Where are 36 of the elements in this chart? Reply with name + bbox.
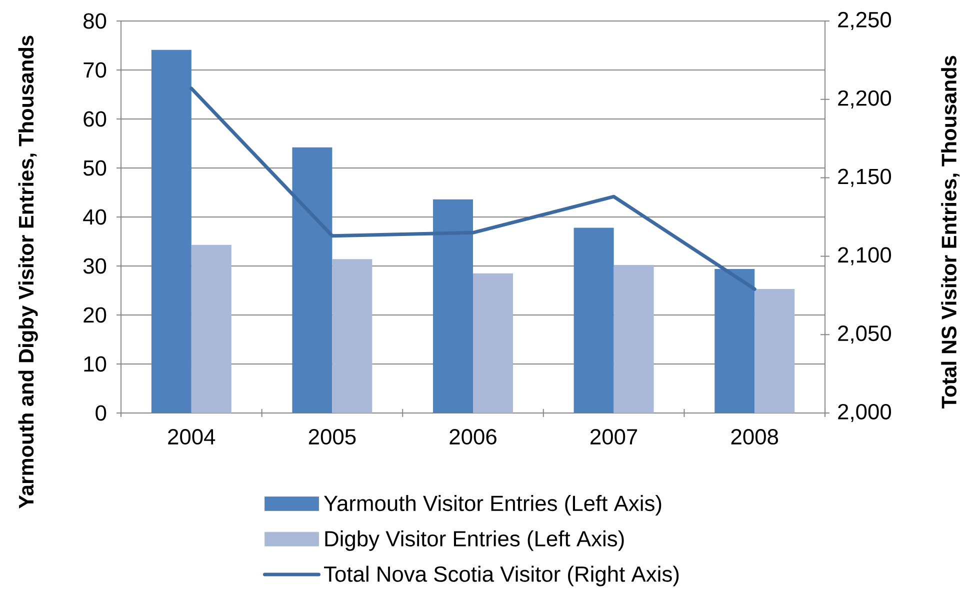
- y-tick-label: 20: [84, 307, 106, 323]
- y-tick-label: 70: [84, 62, 106, 78]
- legend-label: Digby Visitor Entries (Left Axis): [325, 530, 624, 551]
- bar: [473, 273, 513, 413]
- bar: [754, 289, 795, 413]
- y2-tick-label: 2,050: [838, 326, 892, 344]
- legend-label: Yarmouth Visitor Entries (Left Axis): [324, 495, 662, 516]
- y-tick-label: 30: [83, 258, 106, 274]
- y2-tick-label: 2,200: [838, 90, 892, 108]
- y-tick-label: 50: [83, 160, 106, 176]
- bar: [614, 265, 654, 413]
- y-tick-label: 10: [84, 356, 106, 372]
- x-tick-label: 2005: [308, 429, 356, 445]
- y-axis-title: Yarmouth and Digby Visitor Entries, Thousands: [18, 36, 38, 508]
- x-tick-label: 2006: [450, 429, 496, 445]
- y2-axis-title: Total NS Visitor Entries, Thousands: [941, 56, 960, 409]
- bar: [332, 259, 372, 413]
- y2-tick-label: 2,100: [838, 247, 892, 266]
- y-tick-label: 0: [96, 405, 106, 421]
- line-series: [190, 86, 756, 291]
- bar: [151, 50, 192, 413]
- y2-tick-label: 2,250: [838, 12, 892, 30]
- bar: [714, 268, 755, 413]
- bar: [574, 228, 614, 413]
- x-tick-label: 2004: [168, 429, 216, 445]
- y-tick-label: 40: [83, 209, 106, 225]
- bar: [292, 147, 332, 413]
- x-tick-label: 2008: [731, 429, 778, 445]
- y2-tick-label: 2,150: [838, 168, 892, 187]
- bar: [191, 244, 232, 413]
- y2-tick-label: 2,000: [838, 404, 892, 422]
- y-tick-label: 60: [84, 111, 106, 127]
- x-tick-label: 2007: [590, 429, 638, 445]
- y-tick-label: 80: [84, 13, 106, 29]
- bar: [433, 199, 473, 413]
- legend-label: Total Nova Scotia Visitor (Right Axis): [324, 566, 679, 586]
